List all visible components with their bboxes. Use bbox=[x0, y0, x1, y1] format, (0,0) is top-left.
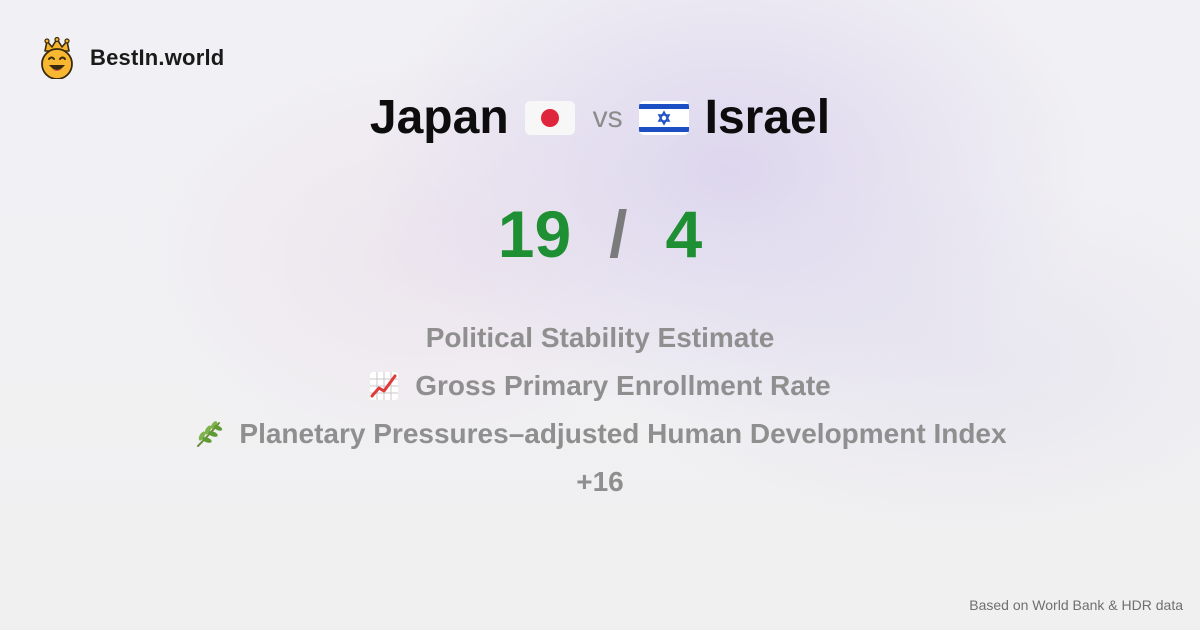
japan-flag-icon bbox=[524, 101, 575, 135]
data-source-note: Based on World Bank & HDR data bbox=[969, 597, 1183, 613]
more-metrics-count: +16 bbox=[576, 458, 624, 506]
more-label: +16 bbox=[576, 466, 624, 497]
crowned-smiley-icon bbox=[41, 37, 73, 79]
site-name: BestIn.world bbox=[90, 45, 225, 70]
herb-icon bbox=[197, 421, 223, 447]
score-b: 4 bbox=[665, 197, 703, 271]
comparison-title: Japan vs Israel bbox=[0, 88, 1200, 148]
chart-increasing-icon bbox=[370, 372, 399, 400]
country-b-name: Israel bbox=[704, 91, 831, 144]
metric-list: Political Stability Estimate Gross Prima… bbox=[0, 314, 1200, 506]
israel-flag-icon bbox=[638, 101, 689, 135]
metric-label: Political Stability Estimate bbox=[425, 322, 775, 353]
country-a-name: Japan bbox=[369, 91, 509, 144]
metric-item: Planetary Pressures–adjusted Human Devel… bbox=[193, 410, 1007, 458]
score-summary: 19 / 4 bbox=[0, 196, 1200, 272]
vs-label: vs bbox=[592, 101, 623, 134]
metric-item: Gross Primary Enrollment Rate bbox=[369, 362, 831, 410]
site-logo[interactable]: BestIn.world bbox=[38, 37, 224, 79]
score-separator: / bbox=[609, 197, 628, 271]
score-a: 19 bbox=[497, 197, 572, 271]
metric-label: Gross Primary Enrollment Rate bbox=[415, 370, 831, 401]
metric-item: Political Stability Estimate bbox=[426, 314, 775, 362]
metric-label: Planetary Pressures–adjusted Human Devel… bbox=[239, 418, 1007, 449]
